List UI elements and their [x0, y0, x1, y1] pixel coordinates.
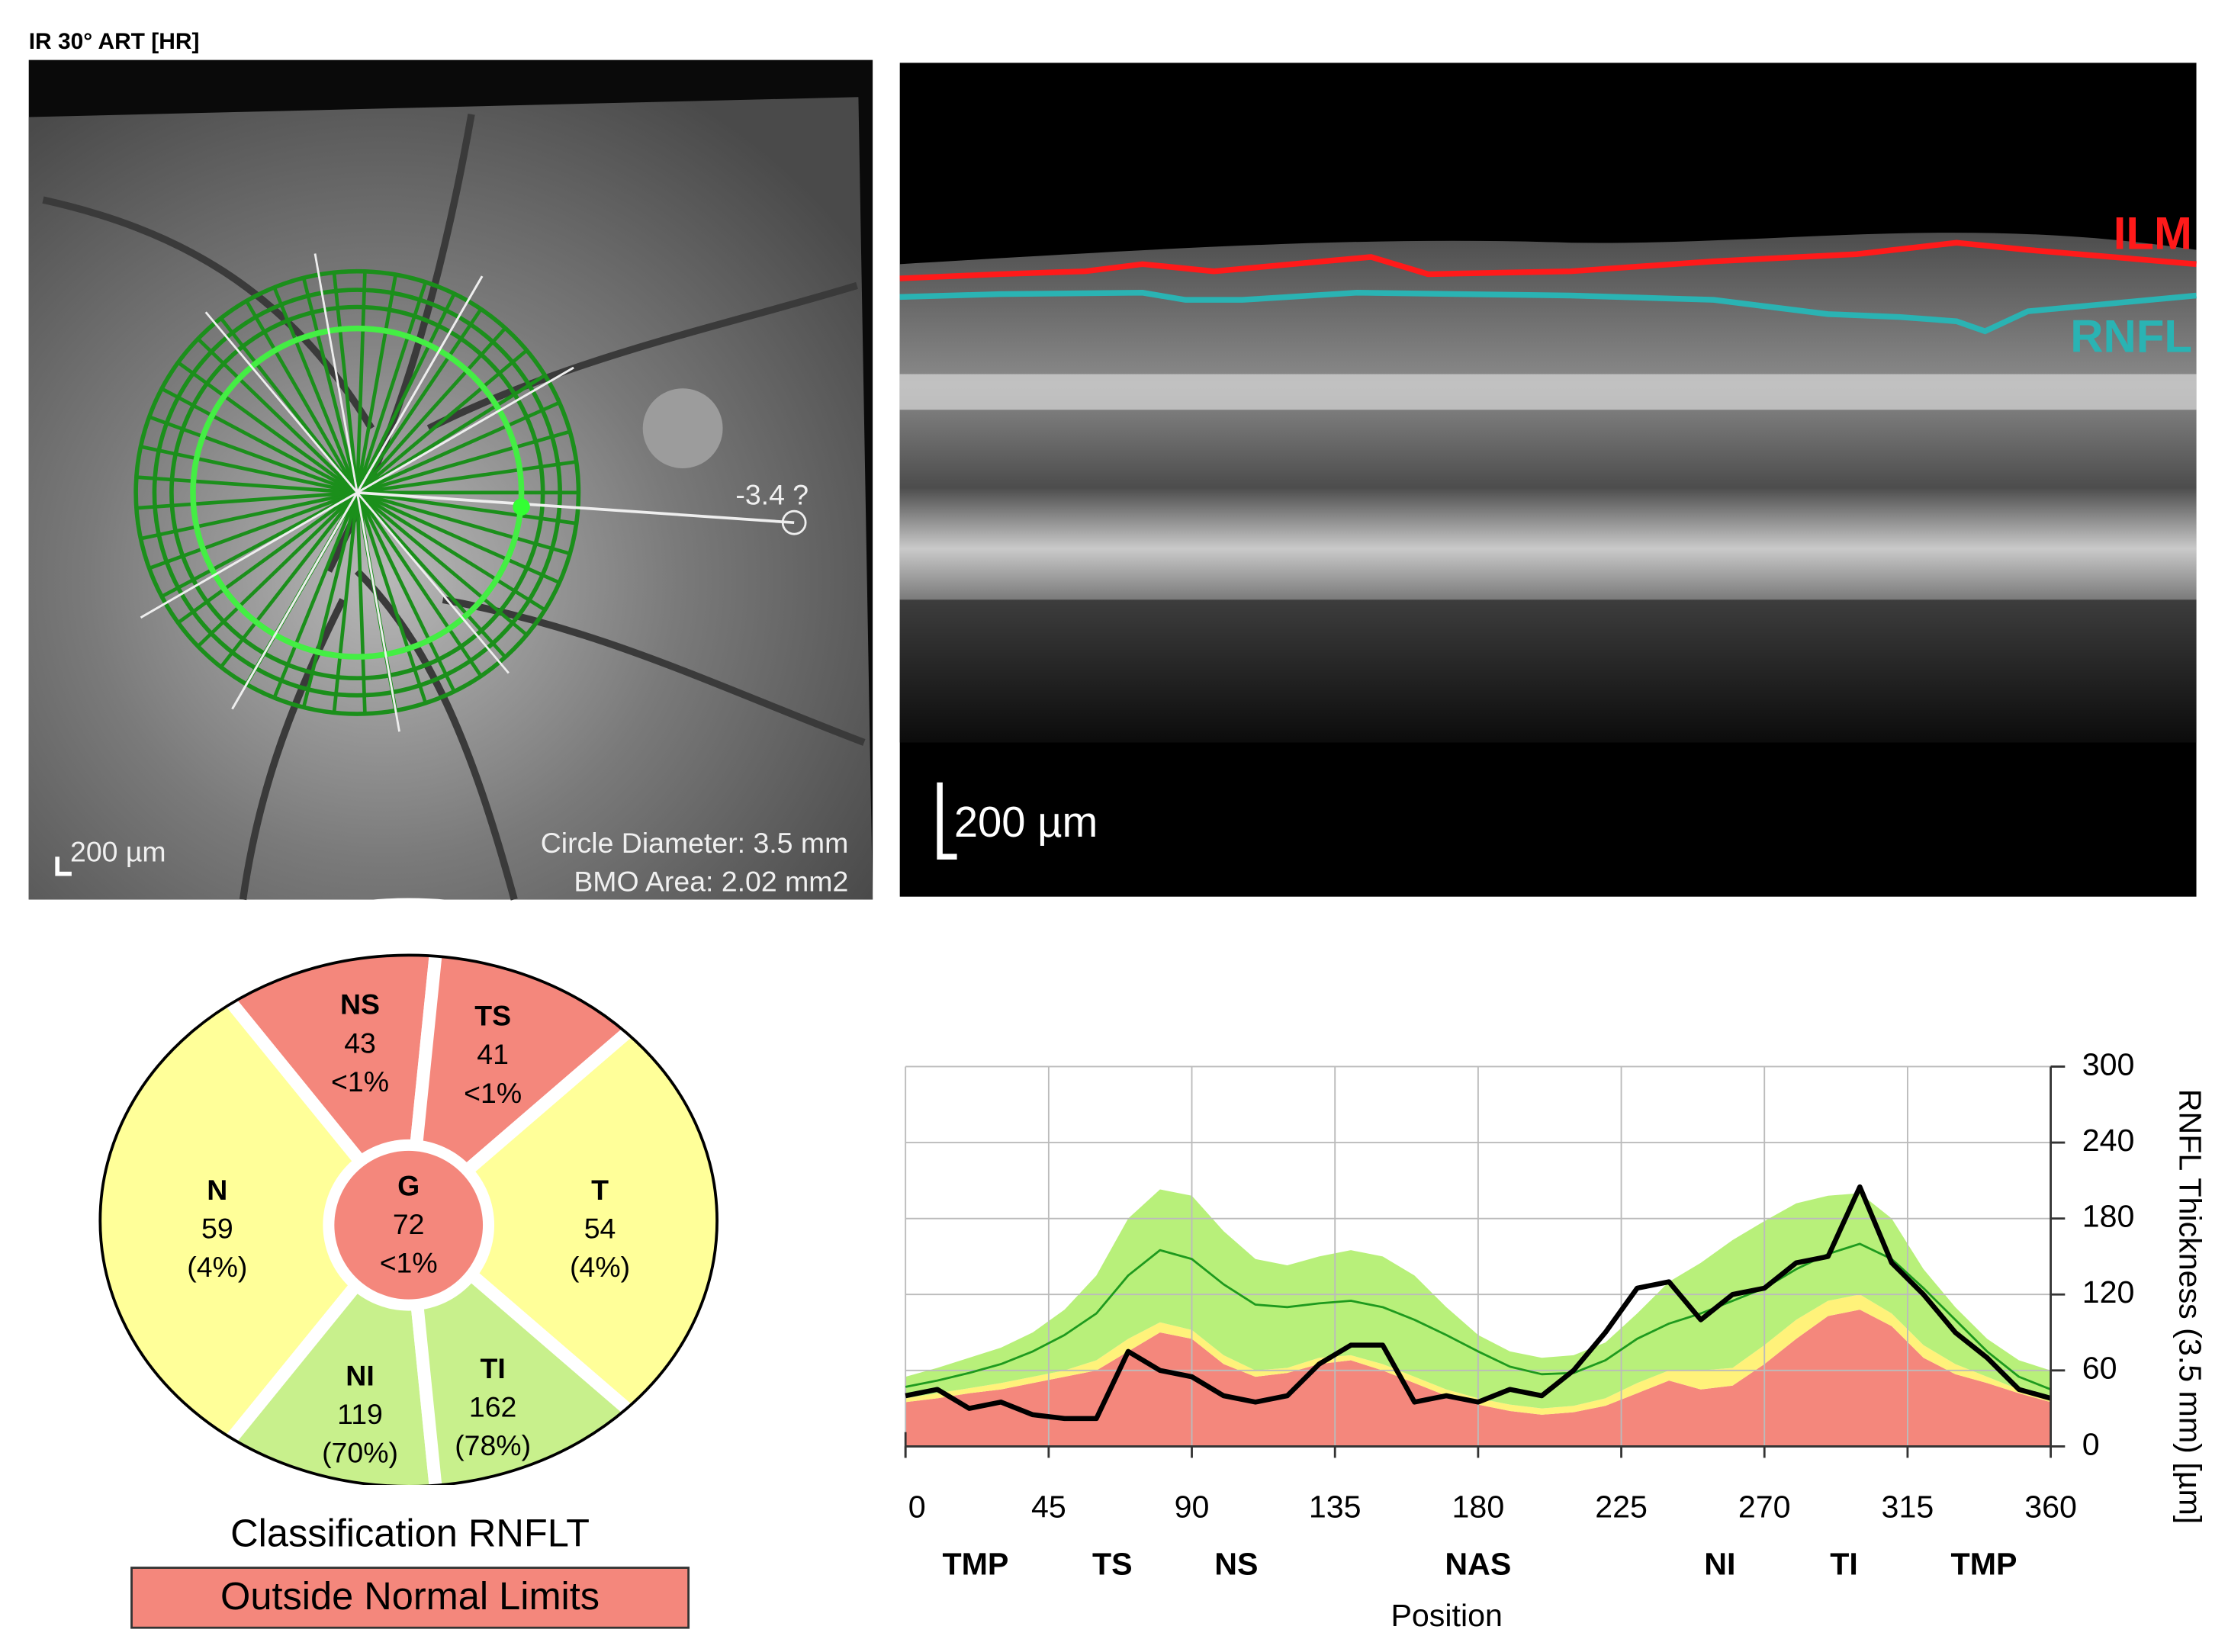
- classification-title: Classification RNFLT: [230, 1512, 590, 1555]
- y-tick-label: 60: [2082, 1351, 2117, 1386]
- sector-value: 54: [584, 1213, 616, 1245]
- sector-tick-label: TS: [1092, 1547, 1133, 1582]
- x-axis-label: Position: [1390, 1598, 1502, 1633]
- sector-label: N: [207, 1174, 227, 1206]
- x-tick-label: 180: [1452, 1490, 1505, 1525]
- grid-ring: [152, 288, 562, 698]
- bscan-image: [899, 63, 2197, 897]
- sector-label: NS: [340, 988, 380, 1020]
- sector-tick-label: TMP: [942, 1547, 1008, 1582]
- sector-tick-label: NI: [1704, 1547, 1735, 1582]
- y-tick-label: 240: [2082, 1123, 2135, 1158]
- scale-bar: [55, 857, 72, 876]
- sector-percentile: (4%): [187, 1251, 247, 1283]
- layer-label: ILM: [2114, 208, 2192, 259]
- sector-percentile: (78%): [455, 1429, 531, 1461]
- pointer-dot: [513, 498, 530, 516]
- x-tick-label: 315: [1882, 1490, 1934, 1525]
- sector-tick-label: NAS: [1445, 1547, 1511, 1582]
- sector-value: 119: [337, 1398, 383, 1430]
- sector-label: NI: [346, 1359, 374, 1391]
- ilm-line: [899, 239, 2197, 281]
- thickness-chart: 0 45 90 135 180 225 270 315 360060120180240300TM…: [904, 1046, 2207, 1633]
- sector-percentile: (4%): [570, 1251, 630, 1283]
- x-tick-label: 45: [1031, 1490, 1066, 1525]
- y-tick-label: 180: [2082, 1199, 2135, 1234]
- line: [905, 1242, 2052, 1391]
- sector-percentile: <1%: [380, 1247, 438, 1279]
- sector-value: 72: [393, 1208, 425, 1240]
- scale-label: 200 µm: [70, 835, 166, 867]
- layer-label: RNFL: [2070, 310, 2192, 362]
- scan-ring: [190, 325, 525, 660]
- y-axis-label: RNFL Thickness (3.5 mm) [µm]: [2172, 1089, 2207, 1524]
- bmo-area: BMO Area: 2.02 mm2: [574, 866, 848, 898]
- sector-value: 162: [469, 1391, 516, 1423]
- sector-tick-label: TMP: [1951, 1547, 2017, 1582]
- y-tick-label: 0: [2082, 1426, 2100, 1461]
- pointer-circle: [781, 509, 807, 535]
- sector-value: 59: [201, 1213, 233, 1245]
- sector-label: T: [591, 1174, 609, 1206]
- scale-label: 200 µm: [954, 798, 1098, 846]
- classification-chart: NS 43 <1% TS 41 <1% N 59 (4%) T 54 (4%) NI 119 (70%) TI…: [43, 898, 774, 1485]
- sector-label: TS: [474, 1000, 511, 1032]
- sector-tick-label: TI: [1830, 1547, 1858, 1582]
- chart-outline: [43, 898, 774, 1485]
- sector-percentile: <1%: [331, 1065, 389, 1098]
- scale-bar: [937, 782, 957, 860]
- sector: [334, 1150, 484, 1300]
- x-tick-label: 360: [2024, 1490, 2077, 1525]
- chart-border: [98, 953, 719, 1485]
- result-label: Outside Normal Limits: [220, 1574, 600, 1618]
- y-tick-label: 120: [2082, 1274, 2135, 1310]
- sector-label: G: [397, 1169, 420, 1201]
- grid-ring: [133, 268, 581, 716]
- grid-ring: [169, 304, 545, 681]
- x-tick-label: 270: [1738, 1490, 1791, 1525]
- x-tick-label: 90: [1175, 1490, 1210, 1525]
- sector-tick-label: NS: [1214, 1547, 1258, 1582]
- sector-percentile: (70%): [322, 1437, 398, 1469]
- x-tick-label: 225: [1595, 1490, 1648, 1525]
- y-tick-label: 300: [2082, 1046, 2135, 1082]
- sector-percentile: <1%: [464, 1077, 522, 1109]
- line: [905, 1184, 2052, 1422]
- title: IR 30° ART [HR]: [29, 29, 200, 54]
- x-tick-label: 135: [1309, 1490, 1362, 1525]
- sector-value: 43: [344, 1027, 376, 1059]
- sector-value: 41: [477, 1038, 509, 1070]
- result-box: [130, 1567, 690, 1629]
- marker-label: -3.4 ?: [735, 478, 809, 510]
- sector-label: TI: [481, 1352, 506, 1384]
- circle-diameter: Circle Diameter: 3.5 mm: [541, 827, 849, 859]
- x-tick-label: 0: [908, 1490, 926, 1525]
- rnfl-line: [899, 290, 2197, 335]
- pointer-line: [357, 491, 795, 525]
